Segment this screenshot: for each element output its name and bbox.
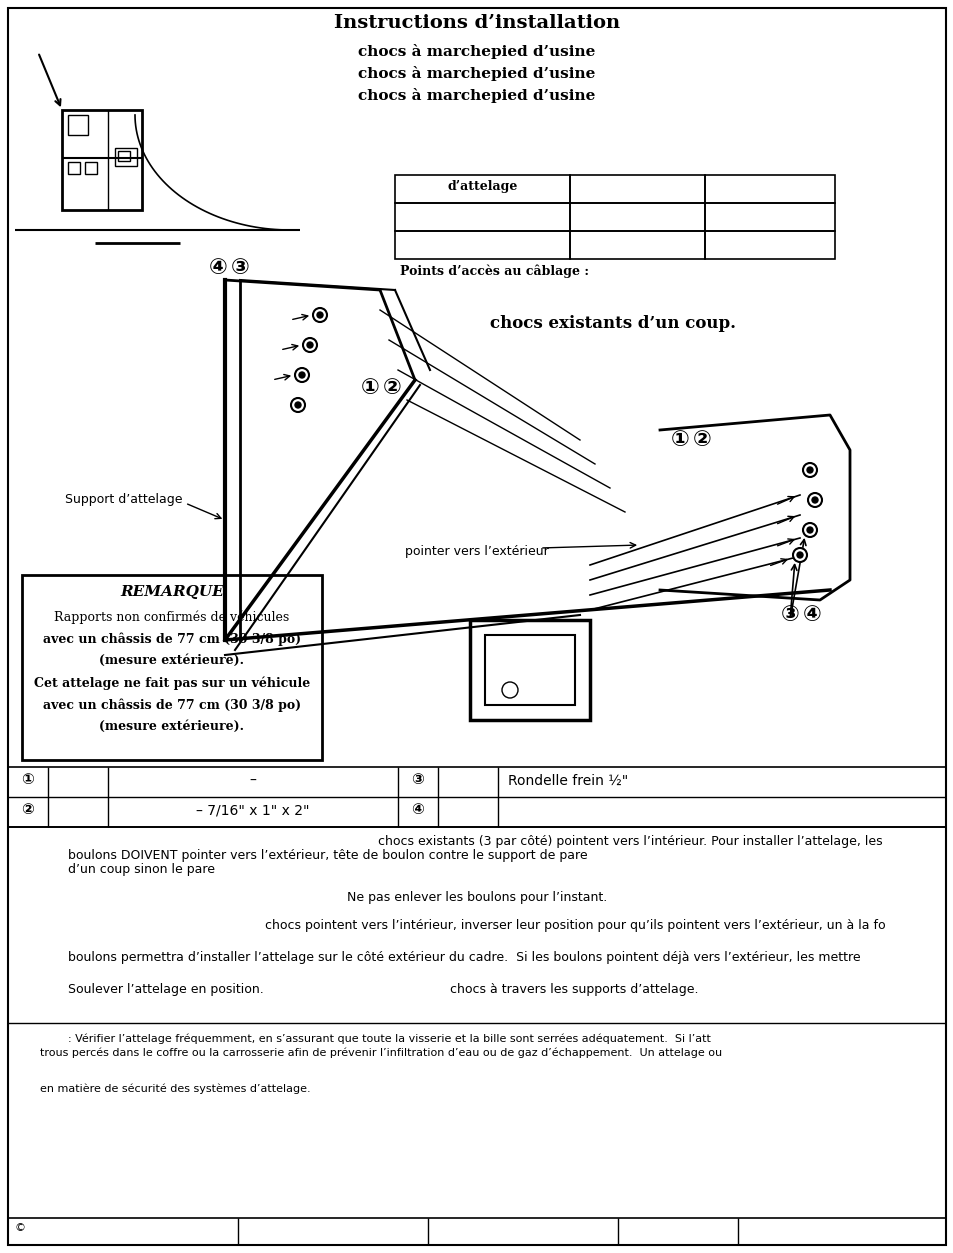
Text: ③: ③ — [231, 258, 249, 278]
Text: Rondelle frein ½": Rondelle frein ½" — [507, 774, 628, 788]
Bar — [62, 110, 142, 211]
Bar — [395, 203, 569, 231]
Text: ②: ② — [382, 378, 401, 398]
Circle shape — [811, 497, 817, 502]
Circle shape — [298, 372, 305, 378]
Text: Instructions d’installation: Instructions d’installation — [334, 14, 619, 33]
Text: Soulever l’attelage en position.: Soulever l’attelage en position. — [68, 984, 263, 996]
Bar — [68, 115, 88, 135]
Text: chocs existants (3 par côté) pointent vers l’intérieur. Pour installer l’attelag: chocs existants (3 par côté) pointent ve… — [377, 834, 882, 848]
Bar — [569, 175, 704, 203]
Bar — [704, 175, 834, 203]
Text: avec un châssis de 77 cm (30 3/8 po): avec un châssis de 77 cm (30 3/8 po) — [43, 698, 301, 712]
Text: (mesure extérieure).: (mesure extérieure). — [99, 654, 244, 667]
Text: ①: ① — [670, 430, 689, 450]
Text: pointer vers l’extérieur: pointer vers l’extérieur — [405, 545, 548, 558]
Text: trous percés dans le coffre ou la carrosserie afin de prévenir l’infiltration d’: trous percés dans le coffre ou la carros… — [40, 1048, 721, 1058]
Text: chocs à travers les supports d’attelage.: chocs à travers les supports d’attelage. — [450, 984, 698, 996]
Text: ②: ② — [692, 430, 711, 450]
Text: Support d’attelage: Support d’attelage — [65, 494, 182, 506]
Bar — [470, 620, 589, 720]
Text: ④: ④ — [209, 258, 227, 278]
Bar — [569, 231, 704, 259]
Text: Rapports non confirmés de véhicules: Rapports non confirmés de véhicules — [54, 610, 290, 624]
Text: chocs à marchepied d’usine: chocs à marchepied d’usine — [358, 66, 595, 81]
Text: ①: ① — [360, 378, 379, 398]
Circle shape — [316, 312, 323, 318]
Circle shape — [291, 398, 305, 412]
Text: boulons permettra d’installer l’attelage sur le côté extérieur du cadre.  Si les: boulons permettra d’installer l’attelage… — [68, 951, 860, 964]
Text: ④: ④ — [801, 605, 821, 625]
Circle shape — [802, 523, 816, 538]
Text: avec un châssis de 77 cm (30 3/8 po): avec un châssis de 77 cm (30 3/8 po) — [43, 632, 301, 645]
Circle shape — [303, 338, 316, 352]
Circle shape — [796, 553, 802, 558]
Text: Cet attelage ne fait pas sur un véhicule: Cet attelage ne fait pas sur un véhicule — [34, 677, 310, 689]
Text: ①: ① — [22, 772, 34, 787]
Text: d’un coup sinon le pare: d’un coup sinon le pare — [68, 863, 214, 876]
Text: ②: ② — [22, 802, 34, 817]
Text: chocs à marchepied d’usine: chocs à marchepied d’usine — [358, 44, 595, 59]
Text: d’attelage: d’attelage — [447, 180, 517, 193]
Circle shape — [294, 368, 309, 382]
Circle shape — [806, 467, 812, 472]
Bar — [68, 162, 80, 174]
Circle shape — [307, 342, 313, 348]
Bar — [484, 635, 575, 705]
Bar — [569, 203, 704, 231]
Text: chocs existants d’un coup.: chocs existants d’un coup. — [490, 315, 735, 332]
Circle shape — [807, 492, 821, 507]
Bar — [395, 175, 569, 203]
Circle shape — [313, 308, 327, 322]
Text: Points d’accès au câblage :: Points d’accès au câblage : — [399, 264, 588, 278]
Text: REMARQUE: REMARQUE — [120, 585, 224, 599]
Circle shape — [806, 528, 812, 533]
Text: ©: © — [15, 1223, 26, 1233]
Bar — [85, 162, 97, 174]
Text: : Vérifier l’attelage fréquemment, en s’assurant que toute la visserie et la bil: : Vérifier l’attelage fréquemment, en s’… — [68, 1032, 710, 1044]
Text: ④: ④ — [411, 802, 424, 817]
Text: (mesure extérieure).: (mesure extérieure). — [99, 720, 244, 733]
Text: –: – — [250, 774, 256, 788]
Text: chocs à marchepied d’usine: chocs à marchepied d’usine — [358, 88, 595, 103]
Text: ③: ③ — [780, 605, 799, 625]
Bar — [704, 203, 834, 231]
Bar — [395, 231, 569, 259]
Text: – 7/16" x 1" x 2": – 7/16" x 1" x 2" — [196, 804, 310, 818]
Circle shape — [792, 548, 806, 563]
Bar — [118, 152, 130, 160]
Circle shape — [802, 464, 816, 477]
Text: ③: ③ — [411, 772, 424, 787]
Bar — [8, 767, 945, 827]
Text: boulons DOIVENT pointer vers l’extérieur, tête de boulon contre le support de pa: boulons DOIVENT pointer vers l’extérieur… — [68, 850, 587, 862]
Bar — [115, 148, 137, 165]
Circle shape — [294, 402, 301, 408]
Text: chocs pointent vers l’intérieur, inverser leur position pour qu’ils pointent ver: chocs pointent vers l’intérieur, inverse… — [265, 918, 884, 932]
Bar — [704, 231, 834, 259]
Text: en matière de sécurité des systèmes d’attelage.: en matière de sécurité des systèmes d’at… — [40, 1083, 311, 1094]
Bar — [22, 575, 322, 761]
Circle shape — [501, 682, 517, 698]
Text: Ne pas enlever les boulons pour l’instant.: Ne pas enlever les boulons pour l’instan… — [347, 891, 606, 903]
